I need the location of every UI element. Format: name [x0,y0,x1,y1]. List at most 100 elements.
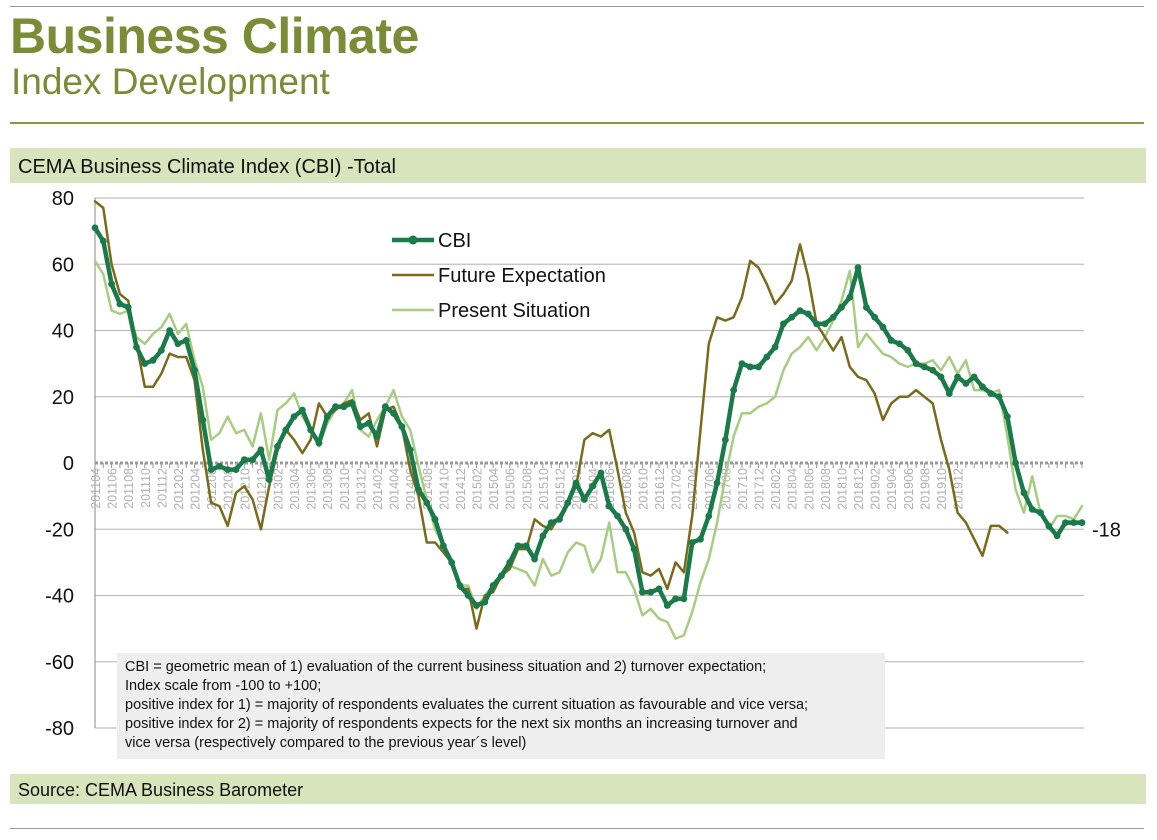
cbi-point [605,502,613,510]
cbi-point [1028,505,1036,513]
cbi-point [357,423,364,430]
y-tick-label: -80 [45,718,74,740]
x-tick-label: 201904 [885,468,899,510]
cbi-point [240,456,248,464]
x-tick-label: 201310 [338,468,352,510]
series-line-future-expectation [93,200,1009,630]
y-tick-label: 40 [52,321,74,343]
cbi-point [323,413,331,421]
cbi-point [398,423,406,430]
cbi-point [315,439,323,447]
cbi-point [423,499,431,507]
cbi-point [921,363,928,371]
y-tick-label: 60 [52,254,74,276]
x-tick-label: 201710 [736,468,750,510]
y-tick-label: 0 [63,453,74,475]
cbi-point [249,456,256,464]
cbi-point [945,390,953,397]
cbi-point [166,327,174,334]
cbi-point [1053,532,1061,540]
methodology-note: CBI = geometric mean of 1) evaluation of… [117,653,885,759]
note-line: vice versa (respectively compared to the… [125,735,527,751]
cbi-end-label: -18 [1092,520,1121,542]
x-tick-label: 201806 [802,468,816,510]
cbi-point [697,535,704,543]
y-tick-label: -60 [45,652,74,674]
x-tick-label: 201304 [288,468,302,510]
x-tick-label: 201112 [155,468,169,508]
cbi-point [647,588,655,596]
cbi-point [216,462,223,470]
cbi-point [680,595,688,603]
cbi-point [663,602,671,609]
x-tick-label: 201306 [305,468,319,510]
cbi-point [539,532,547,540]
cbi-point [282,426,290,434]
cbi-point [381,403,389,411]
cbi-point [730,386,738,394]
x-tick-label: 201208 [222,468,236,510]
chart-heading: CEMA Business Climate Index (CBI) -Total [18,156,396,178]
cbi-point [846,293,854,301]
x-tick-label: 201910 [935,468,949,510]
cbi-point [522,542,530,550]
cbi-point [257,446,265,454]
cbi-point [655,585,663,593]
x-tick-label: 201506 [504,468,518,510]
cbi-point [498,572,505,580]
cbi-point [896,340,903,348]
cbi-point [340,403,348,411]
cbi-point [199,416,207,424]
legend-label: Present Situation [438,300,590,322]
x-tick-label: 201502 [471,468,485,510]
x-tick-label: 201204 [189,468,203,510]
note-line: CBI = geometric mean of 1) evaluation of… [125,659,767,675]
cbi-point [406,446,414,454]
cbi-point [838,303,845,311]
cbi-point [556,515,563,523]
cbi-point [763,353,771,361]
x-tick-label: 201508 [520,468,534,510]
y-tick-label: 80 [52,188,74,210]
cbi-point [780,320,787,328]
cbi-point [622,525,630,533]
cbi-point [614,512,621,520]
cbi-point [929,366,937,374]
cbi-point [887,337,895,344]
cbi-point [514,542,522,550]
x-tick-label: 201410 [437,468,451,510]
x-tick-label: 201202 [172,468,186,510]
cbi-point [1003,413,1011,421]
cbi-point [99,237,107,245]
bottom-rule [10,828,1144,829]
cbi-point [589,482,597,490]
x-tick-label: 201708 [719,468,733,510]
cbi-point [821,320,829,328]
cbi-point [788,313,796,321]
cbi-point [531,555,538,563]
cbi-point [954,373,961,381]
cbi-point [489,582,497,589]
cbi-point [572,479,580,487]
cbi-point [995,393,1003,401]
cbi-point [157,346,165,354]
x-tick-label: 201804 [786,468,800,510]
x-tick-label: 201802 [769,468,783,510]
cbi-point [141,360,149,368]
source-band: Source: CEMA Business Barometer [10,774,1146,804]
x-tick-label: 201908 [918,468,932,510]
cbi-point [705,512,713,520]
y-tick-label: -40 [45,586,74,608]
cbi-point [597,469,605,477]
page-subtitle: Index Development [11,61,330,102]
cbi-point [373,433,381,440]
cbi-point [91,224,99,232]
cbi-point [307,426,315,434]
source-text: Source: CEMA Business Barometer [18,780,304,800]
x-tick-label: 201106 [106,468,120,509]
note-line: positive index for 2) = majority of resp… [125,716,798,732]
cbi-point [365,419,373,427]
cbi-point [755,363,762,371]
cbi-point [108,280,115,288]
cbi-point [133,343,140,351]
